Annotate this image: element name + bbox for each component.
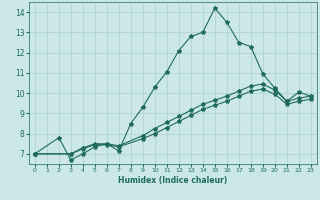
- X-axis label: Humidex (Indice chaleur): Humidex (Indice chaleur): [118, 176, 228, 185]
